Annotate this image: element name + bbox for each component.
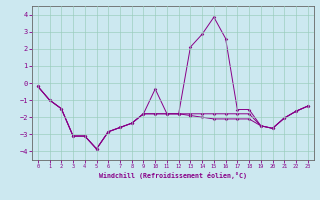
X-axis label: Windchill (Refroidissement éolien,°C): Windchill (Refroidissement éolien,°C) [99,172,247,179]
